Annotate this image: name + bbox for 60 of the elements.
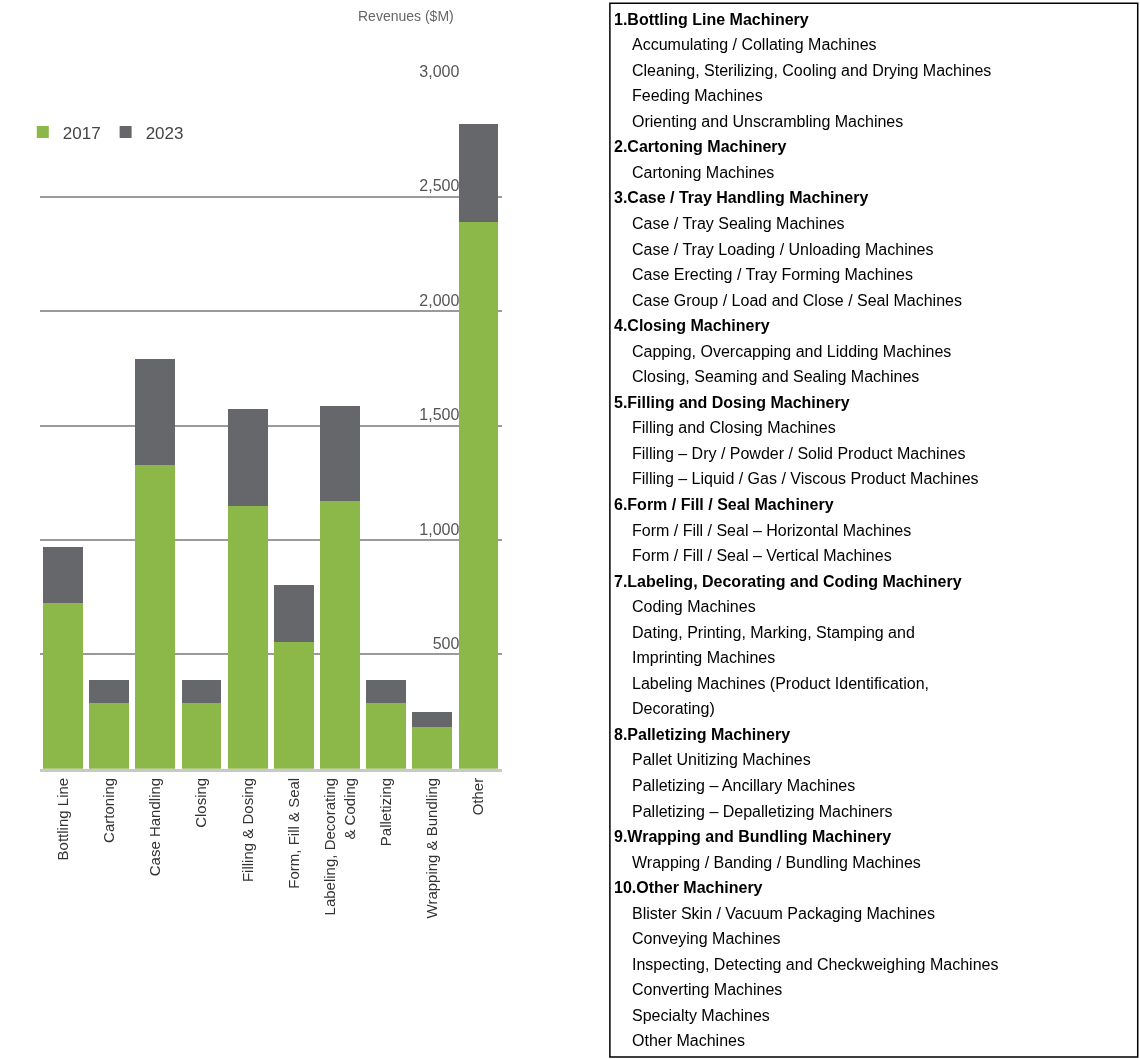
text: 2.Cartoning Machinery: [614, 138, 787, 155]
text: Palletizing – Depalletizing Machiners: [632, 803, 893, 820]
text: 10.Other Machinery: [614, 879, 763, 896]
text: Blister Skin / Vacuum Packaging Machines: [632, 905, 935, 922]
text: Form / Fill / Seal – Horizontal Machines: [632, 522, 912, 539]
text: Specialty Machines: [632, 1007, 770, 1024]
text: Inspecting, Detecting and Checkweighing Machines: [632, 956, 999, 973]
text: Filling – Liquid / Gas / Viscous Product Machines: [632, 470, 979, 487]
text: Imprinting Machines: [632, 649, 776, 666]
text: 5.Filling and Dosing Machinery: [614, 394, 850, 411]
x-tick-label: Form, Fill & Seal: [284, 777, 302, 889]
text: 7.Labeling, Decorating and Coding Machinery: [614, 573, 962, 590]
text: Labeling Machines (Product Identification,: [632, 675, 930, 692]
text: Wrapping / Banding / Bundling Machines: [632, 854, 921, 871]
text: Decorating): [632, 700, 715, 717]
text: Closing, Seaming and Sealing Machines: [632, 368, 920, 385]
text: Dating, Printing, Marking, Stamping and: [632, 624, 915, 641]
legend-label: 2023: [145, 123, 184, 143]
text: 6.Form / Fill / Seal Machinery: [614, 496, 834, 513]
text: Accumulating / Collating Machines: [632, 36, 877, 53]
y-axis-title: Revenues ($M): [358, 8, 454, 24]
y-tick-label: 3,000: [419, 63, 460, 80]
text: 9.Wrapping and Bundling Machinery: [614, 828, 892, 845]
text: Pallet Unitizing Machines: [632, 751, 811, 768]
x-tick-label: Case Handling: [146, 777, 164, 877]
text: Case / Tray Loading / Unloading Machines: [632, 241, 934, 258]
x-tick-label: Cartoning: [100, 777, 118, 843]
text: Other Machines: [632, 1032, 745, 1049]
x-tick-label: Wrapping & Bundling: [423, 777, 441, 919]
text: Filling and Closing Machines: [632, 419, 836, 436]
y-tick-label: 500: [432, 634, 460, 652]
text: Orienting and Unscrambling Machines: [632, 113, 904, 130]
text: 3.Case / Tray Handling Machinery: [614, 189, 869, 206]
x-tick-label: Closing: [192, 777, 210, 828]
x-tick-label: Palletizing: [377, 777, 395, 847]
y-tick-label: 1,500: [419, 406, 460, 424]
text: Filling – Dry / Powder / Solid Product Machines: [632, 445, 966, 462]
x-tick-label: Bottling Line: [53, 777, 71, 861]
text: Capping, Overcapping and Lidding Machines: [632, 343, 952, 360]
y-tick-label: 2,500: [419, 177, 460, 195]
text: 4.Closing Machinery: [614, 317, 770, 334]
text: Case / Tray Sealing Machines: [632, 215, 845, 232]
y-tick-label: 2,000: [419, 291, 460, 309]
text: Converting Machines: [632, 981, 783, 998]
legend-label: 2017: [62, 123, 101, 143]
text: Conveying Machines: [632, 930, 781, 947]
text: Case Group / Load and Close / Seal Machines: [632, 292, 962, 309]
text: Case Erecting / Tray Forming Machines: [632, 266, 913, 283]
y-tick-label: 1,000: [419, 520, 460, 538]
text: Coding Machines: [632, 598, 756, 615]
x-tick-label: Filling & Dosing: [238, 777, 256, 883]
text: Feeding Machines: [632, 87, 763, 104]
text: Cleaning, Sterilizing, Cooling and Drying Machines: [632, 62, 992, 79]
text: 1.Bottling Line Machinery: [614, 11, 809, 28]
text: Palletizing – Ancillary Machines: [632, 777, 856, 794]
text: Cartoning Machines: [632, 164, 775, 181]
x-tick-label: Labeling, Decorating & Coding: [321, 777, 358, 916]
x-tick-label: Other: [469, 777, 487, 816]
text: 8.Palletizing Machinery: [614, 726, 791, 743]
text: Form / Fill / Seal – Vertical Machines: [632, 547, 892, 564]
